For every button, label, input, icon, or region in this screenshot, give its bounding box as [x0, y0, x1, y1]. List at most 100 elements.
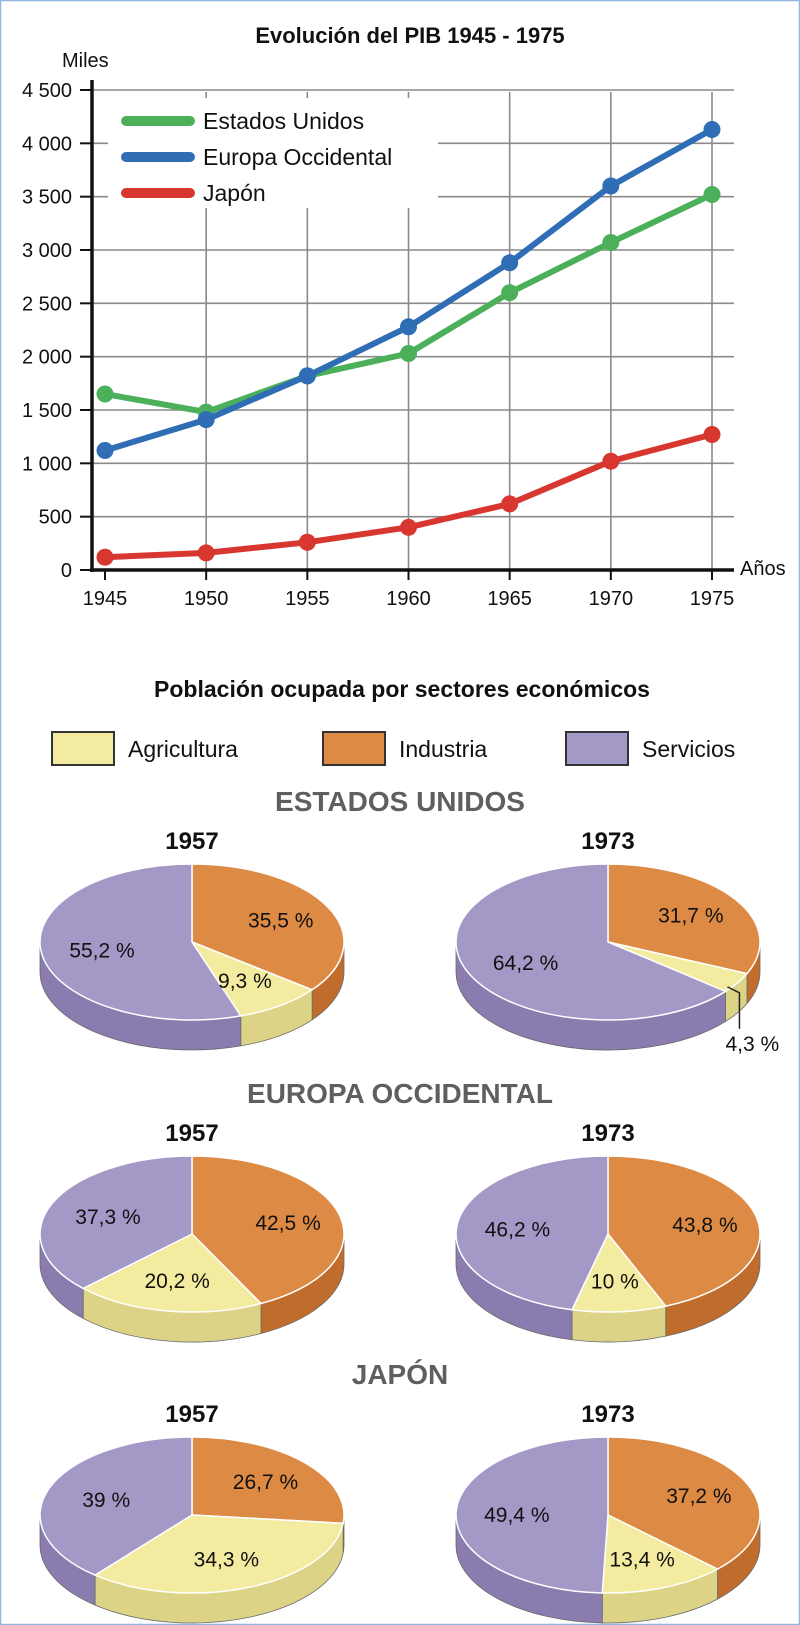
- pie-value-label-ind: 37,2 %: [666, 1485, 731, 1508]
- pie-chart: 1973 43,8 % 10 % 46,2 %: [455, 1120, 761, 1343]
- line-legend: Estados Unidos Europa Occidental Japón: [108, 98, 438, 208]
- pie-year-label: 1957: [165, 1401, 218, 1428]
- pie-slice-ind: [607, 1155, 761, 1307]
- pie-chart: 1957 35,5 % 9,3 % 55,2 %: [39, 828, 345, 1051]
- pie-slice-agri: [81, 1233, 263, 1313]
- y-tick-label: 4 500: [22, 80, 72, 102]
- x-tick-label: 1975: [690, 588, 735, 610]
- data-point-jp: [602, 452, 620, 470]
- pie-section-title: Población ocupada por sectores económico…: [154, 676, 650, 702]
- data-point-us: [501, 284, 519, 302]
- x-axis-label: Años: [740, 558, 786, 580]
- data-point-us: [400, 344, 417, 362]
- line-chart: Evolución del PIB 1945 - 1975 Miles Años…: [22, 23, 786, 610]
- pie-value-label-agri: 9,3 %: [218, 970, 272, 993]
- pie-value-label-serv: 46,2 %: [485, 1218, 550, 1241]
- pie-group-title: ESTADOS UNIDOS: [275, 786, 525, 817]
- pie-year-label: 1957: [165, 828, 218, 855]
- y-tick-label: 3 500: [22, 187, 72, 209]
- pie-chart: 1957 26,7 % 34,3 % 39 %: [39, 1401, 345, 1624]
- pie-value-label-ind: 31,7 %: [658, 904, 723, 927]
- axis-ticks: 0 500 1 000 1 500 2 000 2 500 3 000 3 500 4 000 4…: [22, 80, 734, 610]
- y-tick-label: 1 500: [22, 400, 72, 422]
- pie-slice-ind: [607, 1436, 761, 1570]
- data-point-eu: [197, 411, 215, 429]
- data-point-jp: [197, 544, 215, 562]
- data-point-eu: [703, 120, 721, 138]
- series-lines: [96, 120, 721, 566]
- pie-chart: 1973 37,2 % 13,4 % 49,4 %: [455, 1401, 761, 1624]
- pie-value-label-ind: 43,8 %: [672, 1214, 737, 1237]
- data-point-jp: [96, 548, 114, 566]
- pie-slice-ind: [607, 863, 761, 975]
- pie-value-label-serv: 55,2 %: [69, 940, 134, 963]
- pie-slice-serv: [39, 863, 243, 1021]
- pie-slice-agri: [570, 1232, 668, 1313]
- data-point-us: [96, 385, 114, 403]
- data-point-jp: [298, 533, 316, 551]
- y-tick-label: 500: [39, 507, 72, 529]
- legend-label-eu: Europa Occidental: [203, 144, 392, 170]
- pie-value-label-serv: 39 %: [82, 1489, 130, 1512]
- y-tick-label: 3 000: [22, 240, 72, 262]
- pie-legend-label-ind: Industria: [399, 736, 487, 762]
- data-point-eu: [602, 177, 620, 195]
- data-point-eu: [298, 367, 316, 385]
- pie-slice-agri: [93, 1514, 345, 1594]
- pie-group: EUROPA OCCIDENTAL 1957 42,5 % 20,2 % 37,3 % 1…: [39, 1078, 761, 1343]
- pie-group-title: JAPÓN: [352, 1359, 448, 1390]
- axes: [90, 80, 734, 572]
- pie-value-label-serv: 37,3 %: [75, 1206, 140, 1229]
- pie-slice-serv: [455, 863, 728, 1021]
- pie-group: JAPÓN 1957 26,7 % 34,3 % 39 % 1973 37,2 % 13,4 …: [39, 1359, 761, 1624]
- pie-value-label-agri: 13,4 %: [609, 1548, 674, 1571]
- x-tick-label: 1970: [589, 588, 634, 610]
- data-point-jp: [703, 426, 721, 444]
- x-tick-label: 1955: [285, 588, 330, 610]
- legend-label-us: Estados Unidos: [203, 108, 364, 134]
- pie-section: Población ocupada por sectores económico…: [39, 676, 779, 1624]
- pie-value-label-serv: 49,4 %: [484, 1504, 549, 1527]
- pie-value-label-ind: 42,5 %: [255, 1212, 320, 1235]
- pie-value-label-serv: 64,2 %: [493, 952, 558, 975]
- line-chart-title: Evolución del PIB 1945 - 1975: [255, 23, 564, 48]
- data-point-eu: [501, 254, 519, 272]
- pie-chart: 1973 31,7 % 4,3 % 64,2 %: [455, 828, 779, 1056]
- data-point-eu: [400, 318, 417, 336]
- pie-year-label: 1973: [581, 1120, 634, 1147]
- pie-slice-ind: [191, 1436, 345, 1525]
- x-tick-label: 1945: [83, 588, 128, 610]
- pie-slice-serv: [39, 1155, 193, 1290]
- pie-slice-agri: [601, 1513, 720, 1594]
- pie-group-title: EUROPA OCCIDENTAL: [247, 1078, 553, 1109]
- pie-slice-ind: [191, 863, 345, 991]
- pie-year-label: 1973: [581, 1401, 634, 1428]
- pie-slice-serv: [39, 1436, 193, 1576]
- x-tick-label: 1950: [184, 588, 229, 610]
- pie-value-label-agri: 10 %: [591, 1271, 639, 1294]
- pie-legend-swatch-serv: [565, 731, 629, 766]
- pie-value-label-agri: 4,3 %: [725, 1033, 779, 1056]
- pie-label-leader: [727, 986, 741, 1029]
- pie-legend-swatch-agri: [51, 731, 115, 766]
- data-point-jp: [400, 518, 417, 536]
- legend-label-jp: Japón: [203, 180, 266, 206]
- y-axis-label: Miles: [62, 50, 109, 72]
- pie-year-label: 1973: [581, 828, 634, 855]
- pie-value-label-agri: 20,2 %: [144, 1270, 209, 1293]
- data-point-jp: [501, 495, 519, 513]
- pie-slice-ind: [191, 1155, 345, 1305]
- pie-year-label: 1957: [165, 1120, 218, 1147]
- y-tick-label: 4 000: [22, 133, 72, 155]
- pie-group: ESTADOS UNIDOS 1957 35,5 % 9,3 % 55,2 % 1973 3…: [39, 786, 779, 1056]
- pie-legend-label-agri: Agricultura: [128, 736, 238, 762]
- y-tick-label: 2 000: [22, 347, 72, 369]
- pie-slice-agri: [190, 940, 314, 1017]
- pie-groups: ESTADOS UNIDOS 1957 35,5 % 9,3 % 55,2 % 1973 3…: [39, 786, 779, 1624]
- x-tick-label: 1965: [487, 588, 532, 610]
- data-point-us: [703, 186, 721, 204]
- pie-value-label-ind: 35,5 %: [248, 910, 313, 933]
- y-tick-label: 0: [61, 560, 72, 582]
